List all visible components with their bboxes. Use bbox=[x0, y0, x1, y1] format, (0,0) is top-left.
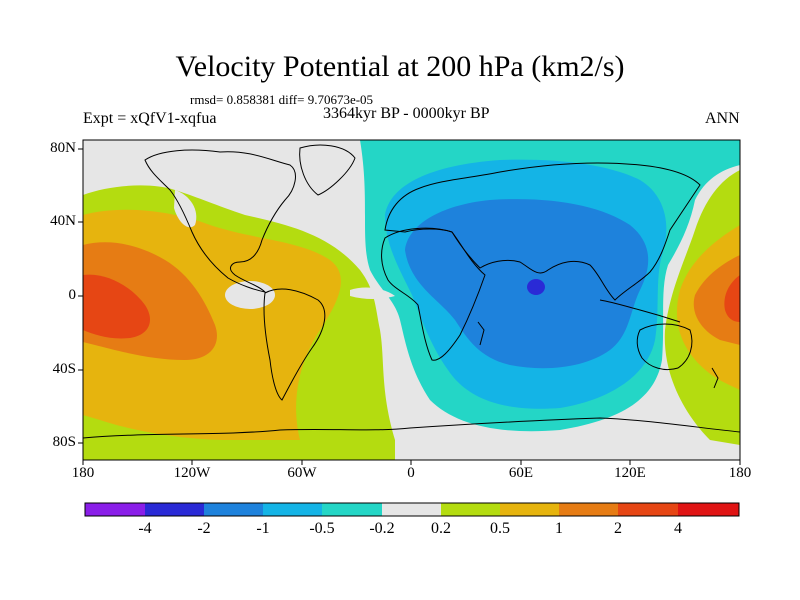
colorbar-label: 2 bbox=[614, 520, 622, 537]
colorbar-label: -0.2 bbox=[369, 520, 395, 537]
field-dark-orange-east bbox=[693, 255, 740, 345]
colorbar-bin-8 bbox=[559, 503, 618, 516]
colorbar-bin-5 bbox=[382, 503, 441, 516]
lat-label-80s: 80S bbox=[52, 434, 76, 450]
lat-label-80n: 80N bbox=[50, 140, 76, 156]
colorbar-bin-2 bbox=[204, 503, 263, 516]
colorbar-label: 0.2 bbox=[431, 520, 451, 537]
lon-label-60w: 60W bbox=[287, 465, 317, 481]
coast-greenland bbox=[299, 144, 356, 196]
field-blue bbox=[405, 199, 649, 369]
colorbar-bin-1 bbox=[145, 503, 204, 516]
colorbar-bin-6 bbox=[441, 503, 500, 516]
colorbar-label: -2 bbox=[197, 520, 211, 537]
experiment-label: Expt = xQfV1-xqfua bbox=[83, 110, 217, 127]
axis-ticks bbox=[78, 148, 741, 465]
lon-label-180w: 180 bbox=[71, 465, 95, 481]
colorbar-bin-9 bbox=[618, 503, 678, 516]
lat-label-0: 0 bbox=[68, 287, 77, 303]
colorbar-label: -1 bbox=[256, 520, 270, 537]
field-red-west bbox=[83, 274, 150, 339]
colorbar-bin-4 bbox=[322, 503, 382, 516]
period-label: 3364kyr BP - 0000kyr BP bbox=[323, 105, 490, 122]
colorbar-label: 0.5 bbox=[490, 520, 510, 537]
coast-north-america bbox=[144, 149, 296, 293]
coast-indonesia bbox=[599, 299, 681, 323]
coast-australia bbox=[636, 323, 693, 371]
colorbar-bin-7 bbox=[500, 503, 559, 516]
lat-label-40s: 40S bbox=[52, 361, 76, 377]
colorbar-bin-0 bbox=[85, 503, 145, 516]
coast-eurasia bbox=[384, 162, 701, 301]
contour-field bbox=[83, 140, 740, 460]
lon-label-0: 0 bbox=[407, 465, 415, 481]
colorbar-label: -0.5 bbox=[309, 520, 335, 537]
stats-line: rmsd= 0.858381 diff= 9.70673e-05 bbox=[190, 92, 374, 107]
colorbar-frame bbox=[84, 502, 740, 517]
coast-madagascar bbox=[477, 321, 485, 346]
field-red-east bbox=[724, 275, 740, 322]
colorbar-bin-3 bbox=[263, 503, 322, 516]
coast-south-america bbox=[263, 288, 326, 401]
coast-new-zealand bbox=[711, 367, 719, 389]
lon-label-180e: 180 bbox=[728, 465, 752, 481]
map-title: Velocity Potential at 200 hPa (km2/s) bbox=[175, 50, 625, 83]
colorbar-bin-10 bbox=[678, 503, 739, 516]
coast-antarctica bbox=[83, 417, 740, 439]
colorbar-label: -4 bbox=[138, 520, 152, 537]
colorbar-label: 4 bbox=[674, 520, 682, 537]
colorbar-label: 1 bbox=[555, 520, 563, 537]
field-deep-blue bbox=[527, 279, 545, 295]
field-neutral-pocket-3 bbox=[350, 287, 395, 299]
lon-label-120w: 120W bbox=[173, 465, 211, 481]
field-neutral-pocket-1 bbox=[225, 281, 275, 309]
lon-label-60e: 60E bbox=[508, 465, 534, 481]
field-neutral-pocket-2 bbox=[174, 190, 197, 228]
lat-label-40n: 40N bbox=[50, 213, 76, 229]
season-label: ANN bbox=[705, 110, 740, 127]
lon-label-120e: 120E bbox=[614, 465, 646, 481]
coastlines bbox=[83, 144, 740, 439]
colorbar bbox=[84, 502, 740, 517]
